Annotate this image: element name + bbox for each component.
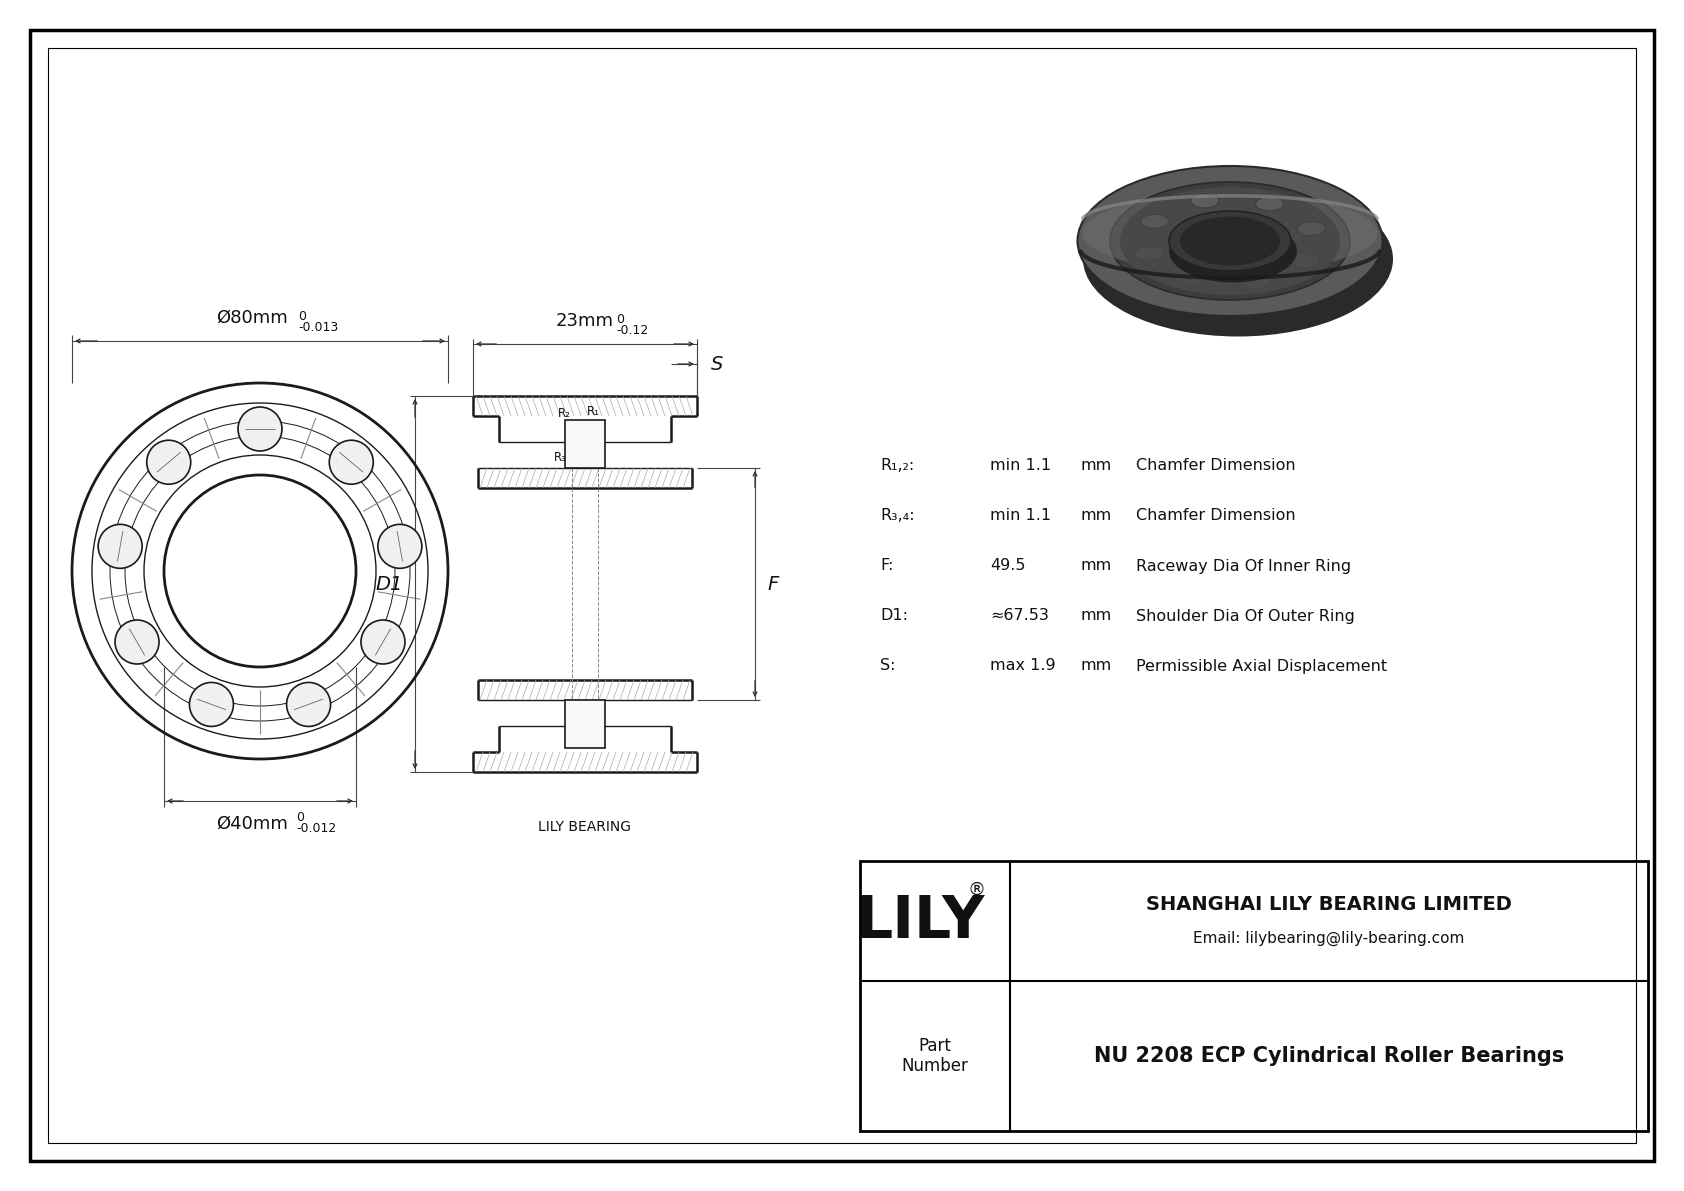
Text: 0: 0 [616, 313, 625, 326]
Circle shape [98, 524, 141, 568]
Text: -0.12: -0.12 [616, 324, 648, 337]
Text: Chamfer Dimension: Chamfer Dimension [1137, 509, 1295, 524]
Ellipse shape [1169, 219, 1297, 282]
Bar [566, 420, 605, 468]
Text: min 1.1: min 1.1 [990, 459, 1051, 474]
Text: Email: lilybearing@lily-bearing.com: Email: lilybearing@lily-bearing.com [1194, 930, 1465, 946]
Text: ®: ® [967, 881, 985, 899]
Text: Chamfer Dimension: Chamfer Dimension [1137, 459, 1295, 474]
Ellipse shape [1297, 222, 1325, 236]
Ellipse shape [1180, 217, 1280, 266]
Text: mm: mm [1079, 609, 1111, 624]
Circle shape [377, 524, 423, 568]
Text: Ø40mm: Ø40mm [216, 815, 288, 833]
Text: -0.013: -0.013 [298, 322, 338, 333]
Circle shape [189, 682, 234, 727]
Text: -0.012: -0.012 [296, 822, 337, 835]
Bar [566, 700, 605, 748]
Text: LILY BEARING: LILY BEARING [539, 819, 632, 834]
Text: R₄: R₄ [581, 451, 594, 464]
Ellipse shape [1083, 193, 1378, 273]
Text: Shoulder Dia Of Outer Ring: Shoulder Dia Of Outer Ring [1137, 609, 1356, 624]
Text: max 1.9: max 1.9 [990, 659, 1056, 673]
Ellipse shape [1292, 254, 1319, 268]
Circle shape [115, 621, 158, 665]
Ellipse shape [1110, 182, 1351, 300]
Text: LILY: LILY [855, 892, 985, 949]
Text: Permissible Axial Displacement: Permissible Axial Displacement [1137, 659, 1388, 673]
Text: F: F [766, 574, 778, 593]
Ellipse shape [1083, 181, 1393, 337]
Text: S: S [711, 355, 724, 374]
Ellipse shape [1078, 166, 1383, 316]
Ellipse shape [1256, 197, 1283, 211]
Text: mm: mm [1079, 509, 1111, 524]
Text: F:: F: [881, 559, 894, 574]
Bar [861, 861, 1649, 1131]
Circle shape [237, 407, 281, 451]
Text: D1:: D1: [881, 609, 908, 624]
Text: ≈67.53: ≈67.53 [990, 609, 1049, 624]
Text: 49.5: 49.5 [990, 559, 1026, 574]
Text: R₃,₄:: R₃,₄: [881, 509, 914, 524]
Text: mm: mm [1079, 659, 1111, 673]
Circle shape [360, 621, 404, 665]
Text: NU 2208 ECP Cylindrical Roller Bearings: NU 2208 ECP Cylindrical Roller Bearings [1095, 1046, 1564, 1066]
Circle shape [147, 441, 190, 485]
Text: Part
Number: Part Number [901, 1036, 968, 1075]
Text: 0: 0 [296, 811, 305, 824]
Circle shape [286, 682, 330, 727]
Text: mm: mm [1079, 459, 1111, 474]
Ellipse shape [1241, 274, 1270, 288]
Text: Raceway Dia Of Inner Ring: Raceway Dia Of Inner Ring [1137, 559, 1351, 574]
Ellipse shape [1169, 211, 1292, 272]
Ellipse shape [1135, 247, 1162, 261]
Text: Ø80mm: Ø80mm [216, 308, 288, 328]
Text: S:: S: [881, 659, 896, 673]
Text: D1: D1 [376, 574, 402, 593]
Ellipse shape [1140, 214, 1169, 229]
Ellipse shape [1191, 194, 1219, 208]
Ellipse shape [1120, 187, 1340, 295]
Text: R₁: R₁ [588, 405, 600, 418]
Text: 0: 0 [298, 310, 306, 323]
Text: SHANGHAI LILY BEARING LIMITED: SHANGHAI LILY BEARING LIMITED [1147, 894, 1512, 913]
Circle shape [330, 441, 374, 485]
Text: R₁,₂:: R₁,₂: [881, 459, 914, 474]
Text: R₃: R₃ [554, 451, 568, 464]
Ellipse shape [1177, 272, 1204, 285]
Text: mm: mm [1079, 559, 1111, 574]
Text: 23mm: 23mm [556, 312, 615, 330]
Text: min 1.1: min 1.1 [990, 509, 1051, 524]
Text: R₂: R₂ [557, 407, 571, 420]
